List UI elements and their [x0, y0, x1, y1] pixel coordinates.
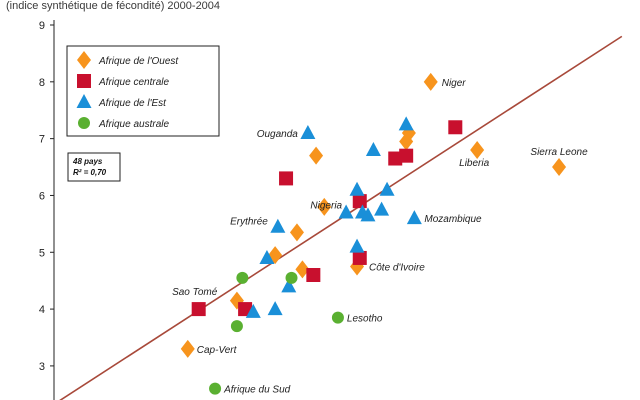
point-labels-layer: Cap-Vert Côte d'Ivoire Niger Liberia Sierra … [172, 78, 588, 396]
point-afrique-australe [285, 271, 298, 284]
trendline [59, 35, 623, 400]
point-afrique-centrale [191, 302, 206, 317]
point-afrique-de-l-est [406, 210, 422, 225]
point-afrique-centrale [306, 268, 321, 282]
point-afrique-de-l-est [259, 249, 275, 264]
point-afrique-de-l-est [360, 207, 376, 222]
point-label-nigeria: Nigeria [310, 201, 342, 212]
point-afrique-de-l-est [374, 201, 390, 216]
legend-marker-afrique-centrale [77, 74, 91, 88]
y-tick-label: 9 [39, 20, 45, 32]
point-afrique-de-l-est [349, 238, 365, 253]
y-tick-label: 5 [39, 247, 45, 259]
point-afrique-de-l-ouest [470, 141, 485, 159]
point-afrique-de-l-est [338, 204, 354, 219]
legend-label-afrique-de-l-est: Afrique de l'Est [98, 98, 167, 109]
point-afrique-de-l-ouest [180, 339, 195, 358]
point-afrique-de-l-ouest [295, 260, 310, 279]
point-label-liberia: Liberia [459, 158, 489, 169]
point-afrique-de-l-ouest [268, 246, 283, 265]
point-afrique-de-l-est [398, 116, 414, 131]
legend-marker-afrique-de-l-est [76, 94, 92, 108]
legend-box [66, 45, 220, 137]
stats-note-box [67, 152, 121, 182]
y-tick-label: 6 [39, 190, 45, 202]
point-afrique-de-l-est [300, 124, 316, 139]
point-label-lesotho: Lesotho [347, 314, 383, 325]
chart-header: (indice synthétique de fécondité) 2000-2… [0, 0, 640, 18]
point-afrique-australe [331, 311, 344, 324]
y-tick-label: 7 [39, 134, 45, 146]
point-label-ouganda: Ouganda [257, 129, 299, 140]
point-afrique-australe [230, 320, 243, 333]
chart-subtitle: (indice synthétique de fécondité) 2000-2… [6, 0, 221, 12]
legend-label-afrique-de-l-ouest: Afrique de l'Ouest [98, 56, 179, 67]
point-label-niger: Niger [442, 78, 467, 89]
legend: Afrique de l'Ouest Afrique centrale Afriqu… [66, 45, 220, 137]
point-label-cap-vert: Cap-Vert [197, 345, 238, 356]
stats-note-r2: R² = 0,70 [73, 168, 107, 177]
legend-marker-afrique-australe [78, 117, 90, 129]
point-afrique-de-l-ouest [317, 197, 332, 216]
point-afrique-centrale [279, 171, 294, 186]
point-afrique-centrale [352, 194, 367, 209]
point-afrique-centrale [352, 250, 367, 265]
points-layer [180, 72, 567, 395]
point-label-mozambique: Mozambique [424, 214, 482, 225]
point-afrique-de-l-ouest [309, 146, 324, 165]
y-tick-label: 3 [39, 361, 45, 373]
point-afrique-centrale [448, 120, 463, 135]
point-label-cote-d-ivoire: Côte d'Ivoire [369, 262, 425, 273]
y-tick-label: 4 [39, 304, 45, 316]
point-afrique-de-l-est [349, 181, 365, 196]
point-afrique-australe [236, 271, 249, 284]
point-afrique-de-l-est [267, 301, 283, 316]
point-afrique-de-l-est [365, 142, 381, 156]
point-afrique-australe [209, 382, 222, 395]
point-label-afrique-du-sud: Afrique du Sud [223, 385, 291, 396]
point-afrique-de-l-est [379, 181, 395, 196]
point-afrique-centrale [238, 302, 253, 317]
trendline-layer [59, 35, 623, 400]
legend-label-afrique-australe: Afrique australe [98, 119, 169, 130]
point-afrique-de-l-ouest [552, 158, 567, 177]
axis-layer: 3 4 5 6 7 8 9 [39, 20, 55, 400]
stats-note-count: 48 pays [72, 157, 103, 166]
point-afrique-de-l-est [281, 278, 297, 293]
y-tick-label: 8 [39, 77, 45, 89]
stats-note: 48 pays R² = 0,70 [67, 152, 121, 182]
point-afrique-centrale [399, 148, 414, 163]
point-label-erythree: Erythrée [230, 217, 268, 228]
point-label-sierra-leone: Sierra Leone [530, 147, 588, 158]
point-afrique-de-l-est [270, 218, 286, 233]
point-afrique-de-l-ouest [289, 223, 304, 242]
point-afrique-de-l-ouest [423, 72, 438, 91]
legend-label-afrique-centrale: Afrique centrale [98, 77, 169, 88]
point-label-sao-tome: Sao Tomé [172, 287, 218, 298]
legend-marker-afrique-de-l-ouest [77, 51, 91, 69]
point-afrique-de-l-est [245, 303, 261, 318]
point-afrique-centrale [388, 151, 403, 166]
